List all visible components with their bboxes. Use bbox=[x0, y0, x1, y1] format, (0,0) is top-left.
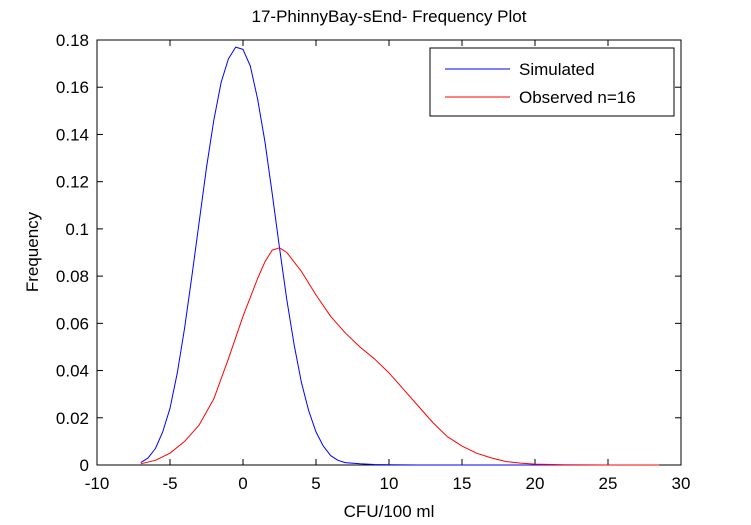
x-tick-label: 10 bbox=[380, 474, 399, 493]
y-tick-label: 0.02 bbox=[56, 409, 89, 428]
y-axis-label: Frequency bbox=[23, 211, 42, 292]
x-tick-label: 5 bbox=[311, 474, 320, 493]
y-axis-ticks: 0 0.02 0.04 0.06 0.08 0.1 0.12 0.14 0.16 0.18 bbox=[56, 31, 681, 475]
legend-box bbox=[429, 47, 675, 117]
y-tick-label: 0.16 bbox=[56, 78, 89, 97]
y-tick-label: 0.18 bbox=[56, 31, 89, 50]
y-tick-label: 0.08 bbox=[56, 267, 89, 286]
x-tick-label: 20 bbox=[526, 474, 545, 493]
x-tick-label: 15 bbox=[453, 474, 472, 493]
x-tick-label: 30 bbox=[672, 474, 691, 493]
series-line-simulated bbox=[140, 46, 660, 466]
y-tick-label: 0.14 bbox=[56, 125, 89, 144]
y-tick-label: 0.1 bbox=[65, 220, 89, 239]
legend-label-simulated: Simulated bbox=[519, 60, 595, 79]
x-tick-label: 0 bbox=[238, 474, 247, 493]
y-tick-label: 0.12 bbox=[56, 173, 89, 192]
x-axis-label: CFU/100 ml bbox=[344, 502, 435, 521]
legend-label-observed: Observed n=16 bbox=[519, 88, 636, 107]
y-tick-label: 0.06 bbox=[56, 314, 89, 333]
series-line-observed bbox=[140, 247, 660, 466]
x-tick-label: -5 bbox=[162, 474, 177, 493]
y-tick-label: 0.04 bbox=[56, 362, 89, 381]
chart-title: 17-PhinnyBay-sEnd- Frequency Plot bbox=[252, 7, 527, 26]
y-tick-label: 0 bbox=[80, 456, 89, 475]
x-axis-ticks: -10 -5 0 5 10 15 20 25 30 bbox=[85, 40, 691, 493]
x-tick-label: 25 bbox=[599, 474, 618, 493]
x-tick-label: -10 bbox=[85, 474, 110, 493]
legend: Simulated Observed n=16 bbox=[429, 47, 675, 117]
series-layer bbox=[140, 46, 660, 466]
